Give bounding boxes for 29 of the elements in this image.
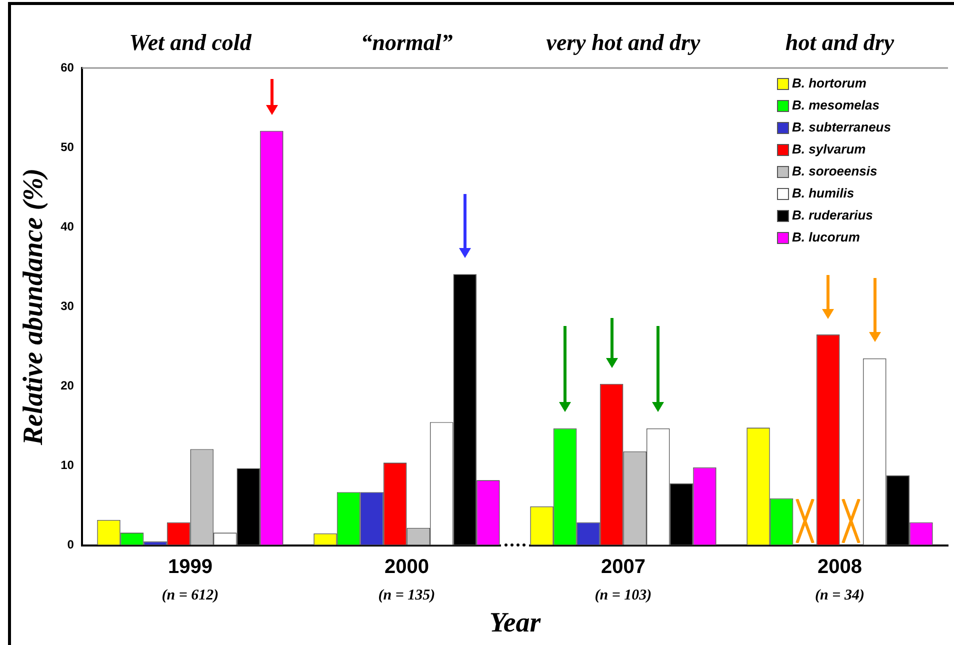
text: (n = 103) (594, 587, 652, 604)
text: very hot and dry (546, 30, 701, 55)
y-tick-label: 20 (60, 378, 74, 393)
text: (n = 612) (162, 587, 219, 604)
y-tick-label: 60 (60, 60, 74, 74)
legend-label: B. lucorum (792, 230, 860, 245)
x-tick-label: 2008 (817, 556, 862, 578)
x-tick-label: 1999 (168, 556, 212, 578)
legend-label: B. sylvarum (792, 142, 866, 157)
text: (n = 34) (815, 587, 864, 604)
legend-label: B. humilis (792, 186, 854, 201)
y-tick-label: 10 (60, 458, 74, 472)
legend-label: B. hortorum (792, 76, 867, 91)
text: (n = 135) (378, 587, 436, 604)
text: hot and dry (785, 30, 895, 55)
y-tick-label: 40 (60, 219, 74, 234)
legend-label: B. ruderarius (792, 208, 873, 223)
x-tick-label: 2007 (600, 556, 646, 578)
x-axis-title: Year (489, 607, 542, 638)
legend-label: B. subterraneus (792, 120, 891, 135)
y-axis-title: Relative abundance (%) (18, 168, 50, 446)
text: “normal” (360, 30, 454, 55)
legend-label: B. soroeensis (792, 164, 878, 179)
y-tick-label: 30 (60, 299, 74, 314)
y-tick-label: 0 (67, 538, 74, 552)
legend-label: B. mesomelas (792, 98, 880, 113)
y-tick-label: 50 (60, 140, 74, 154)
x-tick-label: 2000 (384, 556, 429, 578)
text: Wet and cold (129, 30, 252, 55)
